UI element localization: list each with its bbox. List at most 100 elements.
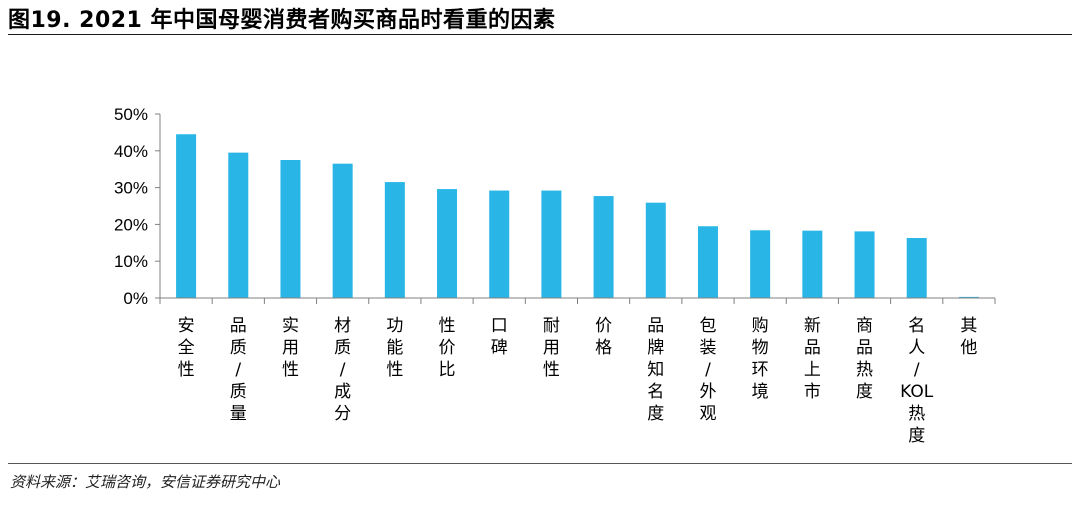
x-category-label-char: 人 [908,338,925,358]
x-category-label-char: / [235,360,241,380]
title-rule [8,34,1072,35]
x-category-label-char: 新 [804,316,821,336]
x-category-label-char: 质 [230,338,247,358]
x-category-label-char: 用 [543,338,560,358]
x-category-label-char: 耐 [543,316,560,336]
x-category-label-char: 物 [752,338,769,358]
x-category-label: 材质/成分 [334,316,351,424]
x-category-label: 价格 [595,316,612,358]
x-category-label-char: 质 [230,382,247,402]
x-axis: 安全性品质/质量实用性材质/成分功能性性价比口碑耐用性价格品牌知名度包装/外观购… [159,297,996,446]
x-category-label-char: 实 [282,316,299,336]
x-category-label-char: 比 [439,360,456,380]
bar [280,160,301,298]
x-category-label-char: 性 [439,316,456,336]
x-category-label: 功能性 [386,316,403,380]
x-category-label-char: 包 [699,316,716,336]
x-category-label-char: 全 [178,338,195,358]
x-category-label-char: 外 [699,382,716,402]
x-category-label-char: KOL [900,382,934,402]
x-category-label-char: 度 [647,404,664,424]
x-category-label-char: 品 [804,338,821,358]
y-tick-label: 10% [114,252,148,271]
x-category-label-char: 度 [856,382,873,402]
bar [697,226,718,298]
bar [802,230,823,298]
bar [228,152,249,298]
x-category-label-char: 质 [334,338,351,358]
y-tick-label: 40% [114,142,148,161]
x-category-label-char: 热 [908,404,925,424]
x-category-label-char: 价 [439,338,456,358]
x-category-label: 耐用性 [543,316,560,380]
bar [489,190,510,298]
x-category-label: 购物环境 [752,316,769,402]
bars [176,134,979,298]
y-tick-label: 50% [114,105,148,124]
x-category-label: 商品热度 [856,316,873,402]
x-category-label-char: 装 [699,338,716,358]
x-category-label: 新品上市 [804,316,821,402]
x-category-label-char: 品 [856,338,873,358]
x-category-label-char: 性 [543,360,560,380]
x-category-label-char: 性 [178,360,195,380]
x-category-label-char: 热 [856,360,873,380]
x-category-label-char: / [914,360,920,380]
x-category-label-char: 口 [491,316,508,336]
x-category-label-char: 量 [230,404,247,424]
y-axis: 0% 10% 20% 30% 40% 50% [114,105,161,308]
x-category-label-char: 安 [178,316,195,336]
bar [906,238,927,298]
x-category-label-char: 格 [595,338,612,358]
bar [854,231,875,298]
x-category-label-char: 价 [595,316,612,336]
x-category-label-char: 其 [960,316,977,336]
x-category-label-char: / [705,360,711,380]
bar [384,182,405,298]
y-tick-label: 30% [114,179,148,198]
x-category-label-char: 分 [334,404,351,424]
figure-title: 图19. 2021 年中国母婴消费者购买商品时看重的因素 [8,8,556,33]
x-category-label-char: 环 [752,360,769,380]
x-category-label-char: 上 [804,360,821,380]
x-category-label-char: 境 [752,382,769,402]
source-note: 资料来源：艾瑞咨询，安信证券研究中心 [10,473,281,491]
x-category-label-char: 能 [386,338,403,358]
x-category-label-char: 成 [334,382,351,402]
bar [645,202,666,298]
x-category-label-char: 商 [856,316,873,336]
x-category-label: 性价比 [439,316,456,380]
x-category-label-char: 观 [699,404,716,424]
x-category-label: 品牌知名度 [647,316,664,424]
x-category-label: 安全性 [178,316,195,380]
bar [593,196,614,298]
x-category-label-char: 知 [647,360,664,380]
x-category-label-char: 购 [752,316,769,336]
bar [541,190,562,298]
x-category-label-char: 碑 [491,338,508,358]
y-tick-label: 0% [123,289,148,308]
x-category-label: 品质/质量 [230,316,247,424]
bar [750,230,771,298]
x-category-label-char: 材 [334,316,351,336]
bar [332,163,353,298]
x-category-label-char: 功 [386,316,403,336]
x-category-label-char: 品 [647,316,664,336]
bar [176,134,197,298]
x-category-label: 名人/KOL 热度 [900,316,934,446]
x-category-label: 口碑 [491,316,508,358]
bar [437,189,458,298]
x-category-label-char: 度 [908,426,925,446]
x-category-label-char: 名 [647,382,664,402]
x-category-label-char: 名 [908,316,925,336]
x-category-label-char: 性 [386,360,403,380]
bar [958,296,979,298]
y-tick-label: 20% [114,215,148,234]
x-category-label: 其他 [960,316,977,358]
x-category-label-char: 市 [804,382,821,402]
x-category-label-char: 用 [282,338,299,358]
x-category-label-char: 他 [960,338,977,358]
x-category-label: 实用性 [282,316,299,380]
x-category-label-char: 性 [282,360,299,380]
